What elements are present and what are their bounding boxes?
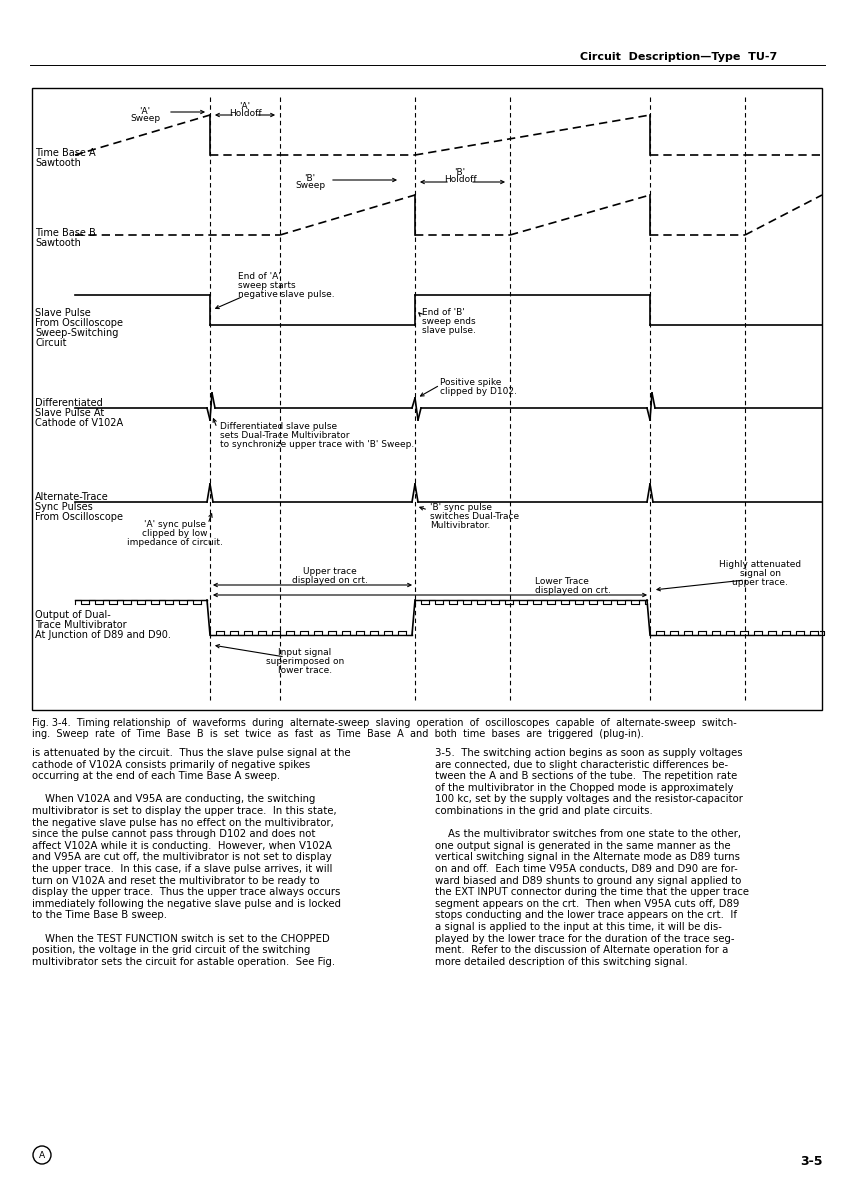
Text: impedance of circuit.: impedance of circuit. [127, 538, 223, 547]
Text: 'B' sync pulse: 'B' sync pulse [430, 504, 492, 512]
Text: End of 'A': End of 'A' [238, 272, 280, 281]
Text: Sawtooth: Sawtooth [35, 238, 81, 248]
Text: Multivibrator.: Multivibrator. [430, 521, 490, 530]
Text: displayed on crt.: displayed on crt. [292, 576, 368, 585]
Text: 'B': 'B' [304, 174, 315, 183]
Text: 'B': 'B' [455, 168, 466, 177]
Text: sets Dual-Trace Multivibrator: sets Dual-Trace Multivibrator [220, 431, 350, 440]
Text: 3-5.  The switching action begins as soon as supply voltages
are connected, due : 3-5. The switching action begins as soon… [435, 748, 749, 967]
Text: Circuit: Circuit [35, 338, 67, 348]
Text: Positive spike: Positive spike [440, 378, 501, 387]
Text: Holdoff: Holdoff [444, 175, 476, 184]
Text: Differentiated slave pulse: Differentiated slave pulse [220, 422, 337, 431]
Text: From Oscilloscope: From Oscilloscope [35, 318, 123, 327]
Text: Trace Multivibrator: Trace Multivibrator [35, 621, 127, 630]
Text: Sweep: Sweep [295, 181, 325, 190]
Text: Highly attenuated: Highly attenuated [719, 560, 801, 569]
Text: From Oscilloscope: From Oscilloscope [35, 512, 123, 522]
Bar [32, 87, 822, 710]
Text: sweep starts: sweep starts [238, 281, 296, 290]
Text: Time Base A: Time Base A [35, 148, 96, 158]
Text: to synchronize upper trace with 'B' Sweep.: to synchronize upper trace with 'B' Swee… [220, 440, 415, 449]
Text: Lower Trace: Lower Trace [535, 577, 589, 586]
Text: Sawtooth: Sawtooth [35, 158, 81, 168]
Text: Upper trace: Upper trace [304, 567, 357, 576]
Text: Holdoff: Holdoff [228, 109, 262, 118]
Text: negative slave pulse.: negative slave pulse. [238, 290, 334, 299]
Text: Slave Pulse At: Slave Pulse At [35, 408, 104, 418]
Text: lower trace.: lower trace. [278, 665, 332, 675]
Text: Alternate-Trace: Alternate-Trace [35, 492, 109, 502]
Text: is attenuated by the circuit.  Thus the slave pulse signal at the
cathode of V10: is attenuated by the circuit. Thus the s… [32, 748, 351, 967]
Text: upper trace.: upper trace. [732, 578, 788, 587]
Text: Sweep: Sweep [130, 113, 160, 123]
Text: signal on: signal on [740, 569, 781, 578]
Text: Cathode of V102A: Cathode of V102A [35, 418, 123, 428]
Text: 3-5: 3-5 [800, 1155, 823, 1168]
Text: Sweep-Switching: Sweep-Switching [35, 327, 118, 338]
Text: Differentiated: Differentiated [35, 398, 103, 408]
Text: Input signal: Input signal [279, 648, 332, 657]
Text: superimposed on: superimposed on [266, 657, 344, 665]
Text: Slave Pulse: Slave Pulse [35, 309, 91, 318]
Text: 'A' sync pulse: 'A' sync pulse [144, 520, 206, 530]
Text: Output of Dual-: Output of Dual- [35, 610, 111, 621]
Text: clipped by low: clipped by low [142, 530, 208, 538]
Text: ing.  Sweep  rate  of  Time  Base  B  is  set  twice  as  fast  as  Time  Base  : ing. Sweep rate of Time Base B is set tw… [32, 729, 644, 739]
Text: switches Dual-Trace: switches Dual-Trace [430, 512, 519, 521]
Text: clipped by D102.: clipped by D102. [440, 387, 517, 396]
Text: displayed on crt.: displayed on crt. [535, 586, 610, 595]
Text: A: A [39, 1150, 45, 1160]
Text: Circuit  Description—Type  TU-7: Circuit Description—Type TU-7 [580, 52, 777, 61]
Text: At Junction of D89 and D90.: At Junction of D89 and D90. [35, 630, 171, 639]
Text: slave pulse.: slave pulse. [422, 326, 476, 335]
Text: End of 'B': End of 'B' [422, 309, 465, 317]
Text: 'A': 'A' [239, 102, 251, 111]
Text: Sync Pulses: Sync Pulses [35, 502, 92, 512]
Text: sweep ends: sweep ends [422, 317, 475, 326]
Text: Fig. 3-4.  Timing relationship  of  waveforms  during  alternate-sweep  slaving : Fig. 3-4. Timing relationship of wavefor… [32, 717, 737, 728]
Text: Time Base B: Time Base B [35, 228, 96, 238]
Text: 'A': 'A' [139, 108, 150, 116]
